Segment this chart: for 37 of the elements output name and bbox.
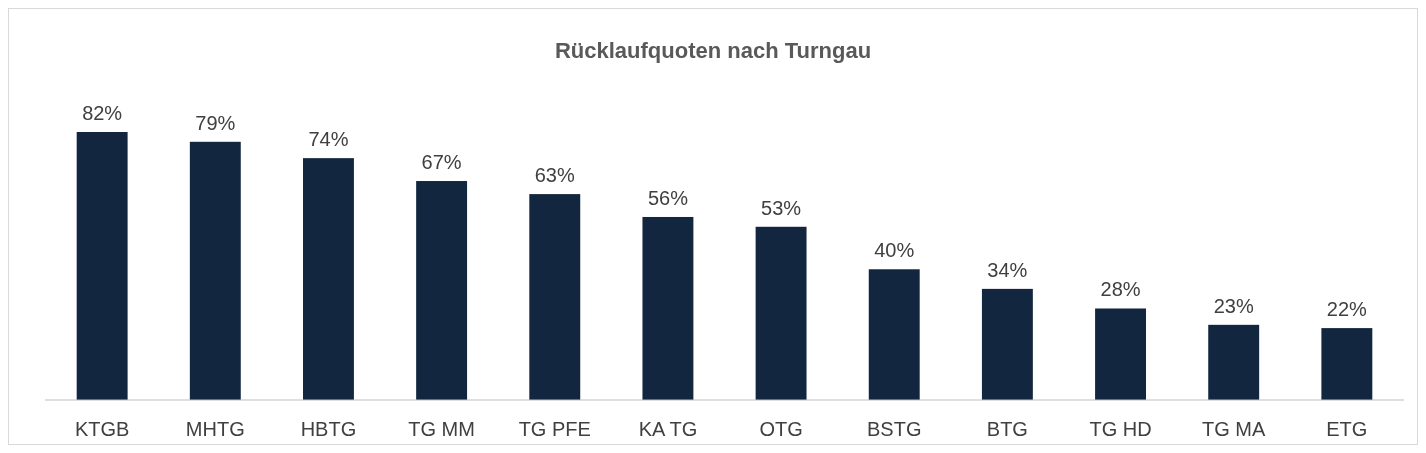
bar [76, 132, 128, 400]
data-label: 56% [647, 186, 689, 209]
x-tick-label: TG MA [1202, 418, 1267, 440]
x-tick-label: ETG [1326, 418, 1368, 440]
bar [642, 216, 694, 400]
data-label: 23% [1213, 294, 1254, 317]
bar [755, 226, 807, 400]
data-label: 34% [987, 258, 1028, 281]
x-tick-label: BTG [986, 418, 1028, 440]
bar [1208, 324, 1260, 400]
x-tick-label: OTG [759, 418, 803, 440]
bar [1321, 328, 1373, 400]
x-tick-label: TG PFE [518, 418, 591, 440]
data-label: 53% [761, 196, 802, 219]
data-label: 22% [1326, 298, 1368, 321]
x-tick-label: HBTG [300, 418, 357, 440]
x-tick-label: MHTG [185, 418, 245, 440]
bar [189, 141, 241, 400]
bar [981, 288, 1033, 400]
data-label: 79% [195, 111, 236, 134]
x-tick-label: KTGB [74, 418, 130, 440]
data-label: 82% [82, 102, 123, 124]
bar [529, 194, 581, 400]
x-tick-label: KA TG [638, 418, 698, 440]
bar [416, 181, 468, 400]
data-label: 40% [874, 239, 915, 262]
x-tick-label: TG HD [1089, 418, 1152, 440]
data-label: 67% [421, 151, 462, 174]
data-label: 63% [534, 164, 575, 187]
x-tick-label: TG MM [408, 418, 475, 440]
chart-title: Rücklaufquoten nach Turngau [554, 38, 872, 63]
data-label: 74% [308, 128, 349, 151]
bar [868, 269, 920, 400]
bar [1095, 308, 1146, 400]
bar [303, 158, 354, 400]
data-label: 28% [1100, 278, 1141, 301]
x-tick-label: BSTG [867, 418, 922, 440]
